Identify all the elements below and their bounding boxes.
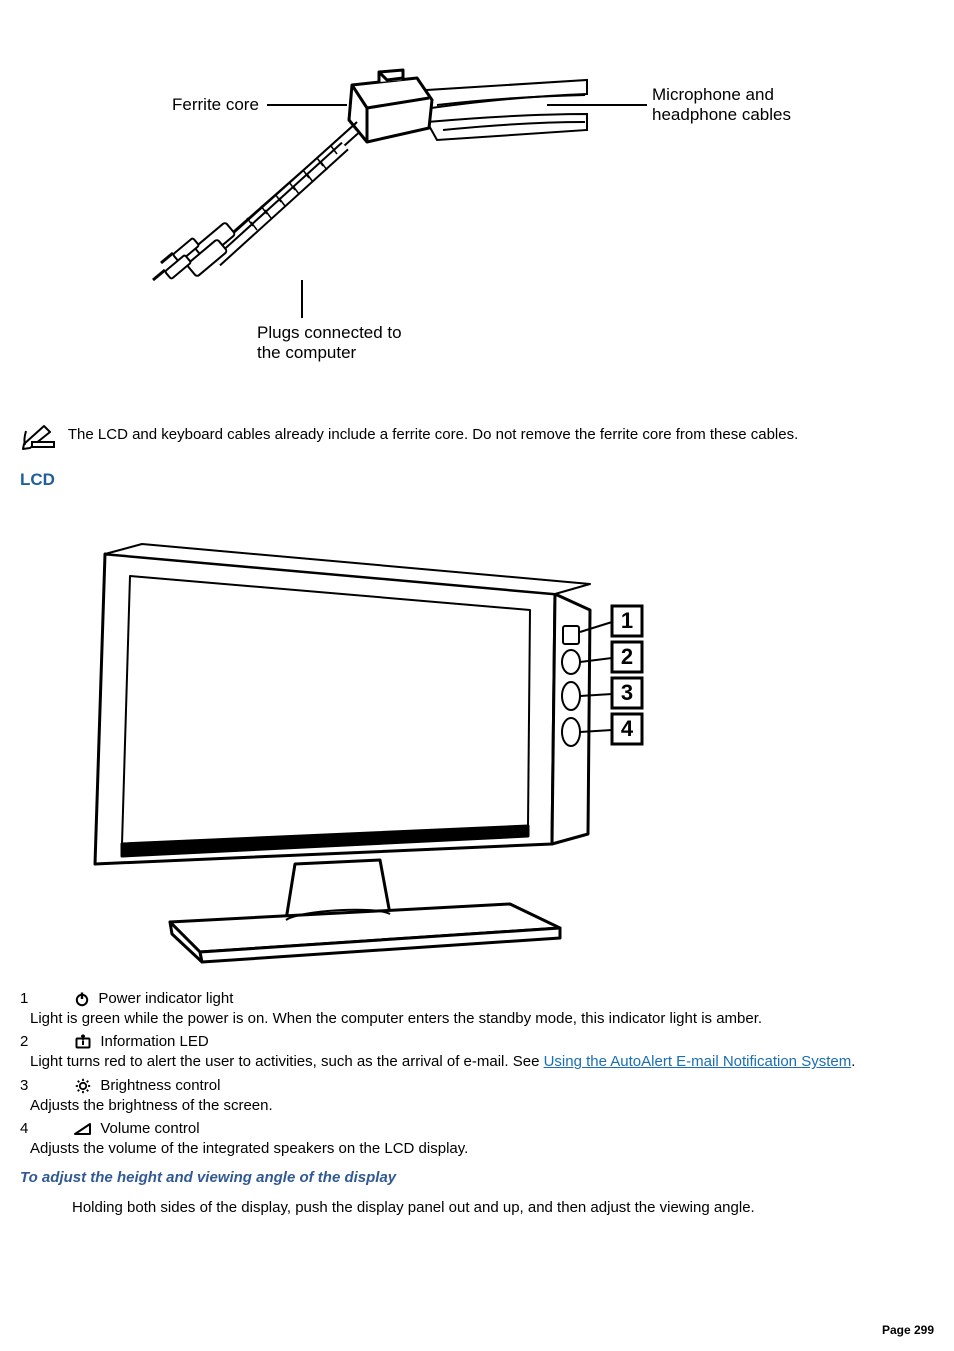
- plugs-label: Plugs connected to the computer: [257, 323, 406, 362]
- ferrite-label: Ferrite core: [172, 95, 259, 114]
- power-icon: [74, 991, 90, 1007]
- callout-3: 3: [621, 680, 633, 705]
- lcd-diagram-svg: 1 2 3 4: [50, 514, 670, 974]
- lcd-figure: 1 2 3 4: [20, 504, 934, 988]
- callout-1: 1: [621, 608, 633, 633]
- adjust-subheading: To adjust the height and viewing angle o…: [20, 1169, 934, 1186]
- item-label: Brightness control: [96, 1077, 220, 1094]
- item-number: 1: [20, 990, 70, 1007]
- ferrite-diagram-svg: Ferrite core Microphone and headphone ca…: [117, 50, 837, 390]
- ferrite-figure: Ferrite core Microphone and headphone ca…: [20, 0, 934, 410]
- item-number: 3: [20, 1077, 70, 1094]
- item-description: Light is green while the power is on. Wh…: [30, 1009, 934, 1029]
- list-item: 4 Volume control: [20, 1120, 934, 1137]
- document-page: Ferrite core Microphone and headphone ca…: [0, 0, 954, 1351]
- volume-icon: [74, 1122, 92, 1136]
- list-item: 3 Brightness control: [20, 1077, 934, 1094]
- page-number: Page 299: [882, 1323, 934, 1337]
- item-description: Light turns red to alert the user to act…: [30, 1052, 934, 1072]
- cables-label: Microphone and headphone cables: [652, 85, 791, 124]
- item-label: Information LED: [96, 1033, 209, 1050]
- note-text: The LCD and keyboard cables already incl…: [64, 426, 798, 443]
- info-led-icon: [74, 1034, 92, 1050]
- note-paragraph: The LCD and keyboard cables already incl…: [20, 420, 934, 450]
- item-label: Volume control: [96, 1120, 199, 1137]
- callout-4: 4: [621, 716, 634, 741]
- list-item: 2 Information LED: [20, 1033, 934, 1050]
- adjust-paragraph: Holding both sides of the display, push …: [72, 1198, 934, 1219]
- list-item: 1 Power indicator light: [20, 990, 934, 1007]
- item-description: Adjusts the volume of the integrated spe…: [30, 1139, 934, 1159]
- brightness-icon: [74, 1078, 92, 1094]
- item-description: Adjusts the brightness of the screen.: [30, 1096, 934, 1116]
- item-number: 2: [20, 1033, 70, 1050]
- callout-2: 2: [621, 644, 633, 669]
- pencil-note-icon: [20, 420, 58, 450]
- item-label: Power indicator light: [94, 990, 233, 1007]
- autoalert-link[interactable]: Using the AutoAlert E-mail Notification …: [544, 1053, 852, 1070]
- lcd-heading: LCD: [20, 470, 934, 490]
- item-number: 4: [20, 1120, 70, 1137]
